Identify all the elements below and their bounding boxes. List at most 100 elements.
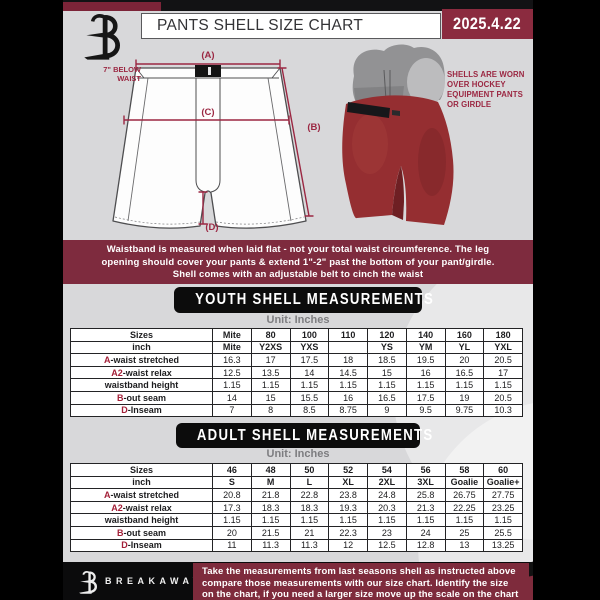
adult-measurements-table: Sizes 46 48 50 52 54 56 58 60 inch S M L XL 2XL 3XL Goal… (70, 463, 523, 553)
text-line: WAIST (117, 74, 141, 83)
measurement-cell: 58 (444, 463, 485, 477)
measurement-cell: 54 (367, 463, 407, 477)
measurement-cell: 110 (328, 328, 368, 342)
text-line: OVER HOCKEY (447, 80, 506, 89)
row-label: B-out seam (70, 390, 213, 405)
table-row: waistband height 1.15 1.15 1.15 1.15 1.15 1.15… (70, 513, 523, 527)
row-label-prefix: B (116, 392, 124, 403)
row-label-prefix: A (103, 489, 111, 500)
measurement-cell: Y2XS (250, 340, 291, 355)
measurement-cell: M (250, 475, 291, 490)
adult-section-title: ADULT SHELL MEASUREMENTS (196, 427, 434, 444)
measurement-cell: 18 (328, 353, 368, 367)
measurement-cell: 11 (212, 538, 252, 553)
table-row: B-out seam 14 15 15.5 16 16.5 17.5 19 20.5 (70, 390, 523, 405)
row-label-prefix: D (121, 540, 128, 551)
measurement-cell: 19 (444, 390, 485, 405)
measurement-cell: 2XL (367, 475, 407, 490)
measurement-cell: 10.3 (483, 403, 523, 418)
measurement-cell: 11.3 (289, 538, 330, 553)
measurement-cell: 14 (289, 365, 330, 380)
measurement-cell: 1.15 (250, 378, 291, 392)
measurement-cell: 12.5 (367, 538, 407, 553)
row-label: inch (70, 340, 213, 355)
row-label-prefix: A (103, 354, 111, 365)
measurement-cell: 9.75 (444, 403, 485, 418)
text-line: EQUIPMENT PANTS (447, 90, 523, 99)
measurement-cell: Mite (212, 328, 252, 342)
waist-note: 7" BELOW WAIST (73, 65, 141, 83)
adult-table-wrap: Sizes 46 48 50 52 54 56 58 60 inch S M L XL 2XL 3XL Goal… (70, 463, 523, 553)
row-label: A2-waist relax (70, 500, 213, 515)
measurement-cell: XL (328, 475, 368, 490)
measurement-cell: 23 (367, 525, 407, 540)
measurement-cell: 120 (367, 328, 407, 342)
measurement-cell: 25.8 (405, 488, 446, 502)
measurement-cell: 160 (444, 328, 485, 342)
measurement-cell: Goalie+ (483, 475, 523, 490)
measurement-cell: 23.8 (328, 488, 368, 502)
measurement-cell: 12 (328, 538, 368, 553)
measurement-cell: 60 (483, 463, 523, 477)
measurement-cell: 12.5 (212, 365, 252, 380)
measurement-instructions-banner: Waistband is measured when laid flat - n… (63, 240, 533, 284)
measurement-cell: 18.3 (289, 500, 330, 515)
text-line: Take the measurements from last seasons … (202, 566, 516, 577)
measurement-cell: 16.3 (212, 353, 252, 367)
measurement-cell: 56 (405, 463, 446, 477)
measurement-cell: 48 (250, 463, 291, 477)
measurement-cell: 24 (405, 525, 446, 540)
measurement-cell: 1.15 (289, 513, 330, 527)
measurement-cell: YS (367, 340, 407, 355)
measurement-cell: 18.3 (250, 500, 291, 515)
measurement-cell: 12.8 (405, 538, 446, 553)
text-line: Shell comes with an adjustable belt to c… (172, 269, 424, 281)
measurement-cell: 24.8 (367, 488, 407, 502)
text-line: opening should cover your pants & extend… (101, 256, 495, 268)
measurement-cell: 23.25 (483, 500, 523, 515)
measurement-cell: 25 (444, 525, 485, 540)
text-line: compare those measurements with our size… (202, 577, 509, 589)
top-accent-bar (63, 0, 533, 11)
measure-label-c: (C) (201, 107, 214, 118)
measurement-cell: 18.5 (367, 353, 407, 367)
table-row: A2-waist relax 17.3 18.3 18.3 19.3 20.3 21.3 22… (70, 500, 523, 515)
shell-waistband (347, 102, 390, 118)
table-row: inch S M L XL 2XL 3XL Goalie Goalie+ (70, 475, 523, 490)
measurement-cell: Goalie (444, 475, 485, 490)
measurement-cell: 7 (212, 403, 252, 418)
measurement-cell: 9 (367, 403, 407, 418)
measurement-cell: 1.15 (328, 378, 368, 392)
measurement-cell: 15 (250, 390, 291, 405)
table-row: B-out seam 20 21.5 21 22.3 23 24 25 25.5 (70, 525, 523, 540)
table-row: D-Inseam 7 8 8.5 8.75 9 9.5 9.75 10.3 (70, 403, 523, 418)
breakaway-logo-icon (84, 14, 120, 60)
measurement-cell: 8 (250, 403, 291, 418)
measurement-cell: 22.25 (444, 500, 485, 515)
measurement-cell: 21.5 (250, 525, 291, 540)
row-label: A-waist stretched (70, 353, 213, 367)
measurement-cell: 52 (328, 463, 368, 477)
measurement-cell: 16 (405, 365, 446, 380)
measurement-cell: 21 (289, 525, 330, 540)
measurement-cell: YL (444, 340, 485, 355)
measurement-cell: S (212, 475, 252, 490)
measurement-cell: 1.15 (250, 513, 291, 527)
adult-unit-label: Unit: Inches (266, 448, 330, 460)
measurement-cell: 13 (444, 538, 485, 553)
measurement-cell: 16 (328, 390, 368, 405)
measurement-cell: 1.15 (444, 513, 485, 527)
date-badge: 2025.4.22 (442, 9, 533, 39)
measurement-cell: YXL (483, 340, 523, 355)
measurement-cell: 11.3 (250, 538, 291, 553)
measurement-cell: 20.5 (483, 353, 523, 367)
measurement-cell: 1.15 (367, 378, 407, 392)
top-accent-maroon (63, 2, 161, 11)
measurement-cell: 20.3 (367, 500, 407, 515)
youth-unit-label: Unit: Inches (266, 314, 330, 326)
measure-label-b: (B) (307, 122, 320, 133)
footer-instructions: Take the measurements from last seasons … (193, 563, 533, 600)
row-label-prefix: A2 (111, 502, 123, 513)
row-label-prefix: A2 (111, 367, 123, 378)
